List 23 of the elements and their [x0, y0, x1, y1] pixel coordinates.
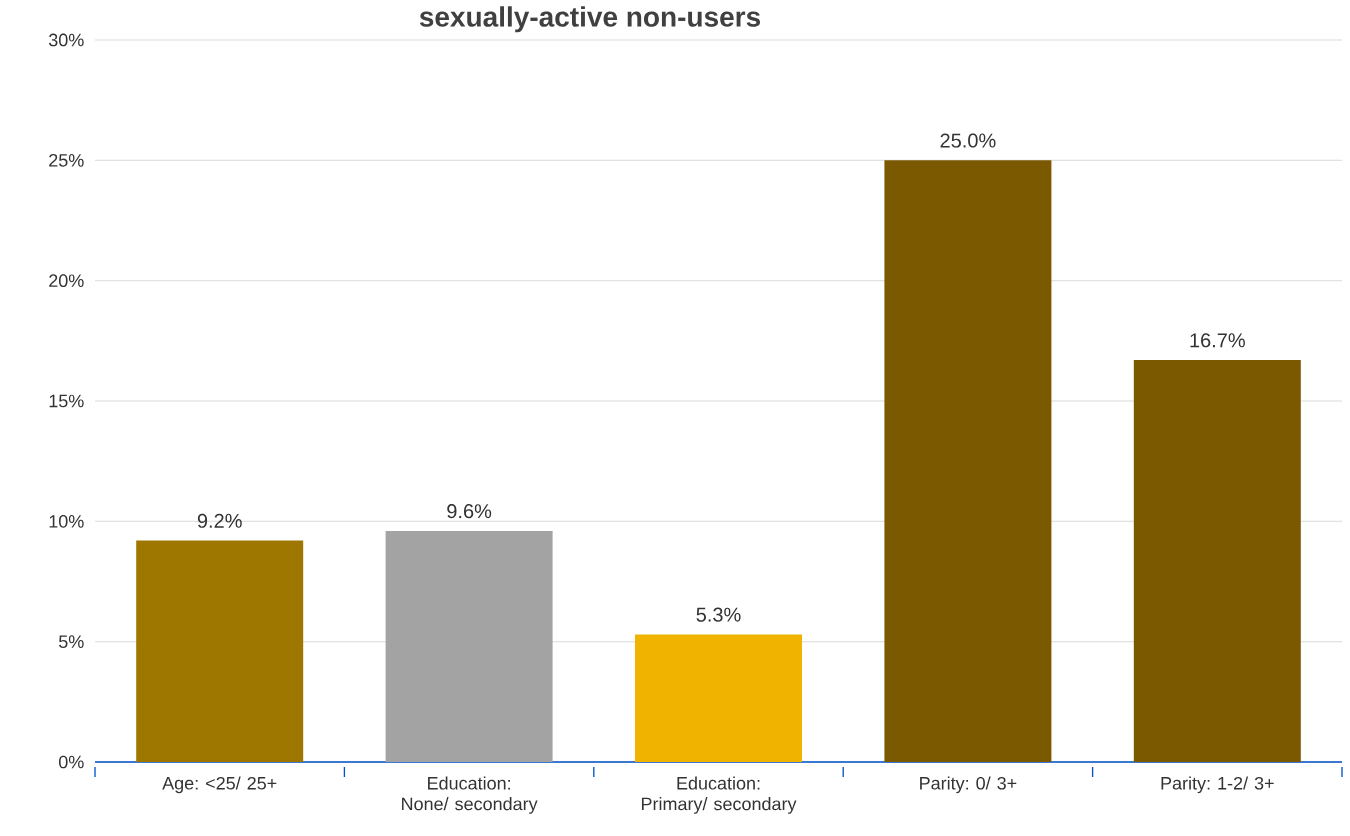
x-tick-label: Education: Primary/ secondary [641, 776, 797, 814]
y-tick-label: 10% [49, 514, 84, 528]
x-tick-label: Parity: 0/ 3+ [920, 776, 1017, 794]
bar [136, 540, 304, 762]
y-tick-label: 15% [49, 394, 84, 408]
bar [385, 530, 553, 762]
data-label: 16.7% [1190, 333, 1245, 348]
bar [1133, 360, 1301, 762]
bar [884, 160, 1052, 762]
data-label: 9.6% [447, 504, 492, 519]
data-label: 9.2% [197, 513, 242, 528]
data-label: 25.0% [940, 133, 996, 148]
x-tick-label: Education: None/ secondary [402, 776, 538, 814]
y-tick-label: 20% [49, 274, 84, 288]
y-tick-label: 0% [58, 755, 84, 769]
y-tick-label: 30% [48, 33, 84, 47]
x-tick-label: Parity: 1-2/ 3+ [1161, 776, 1274, 794]
x-tick-label: Age: <25/ 25+ [162, 776, 277, 794]
y-tick-label: 25% [49, 153, 84, 167]
data-label: 5.3% [696, 607, 741, 622]
y-tick-label: 5% [58, 635, 84, 648]
bar [635, 634, 802, 762]
chart-title: sexually-active non-users [419, 6, 761, 33]
